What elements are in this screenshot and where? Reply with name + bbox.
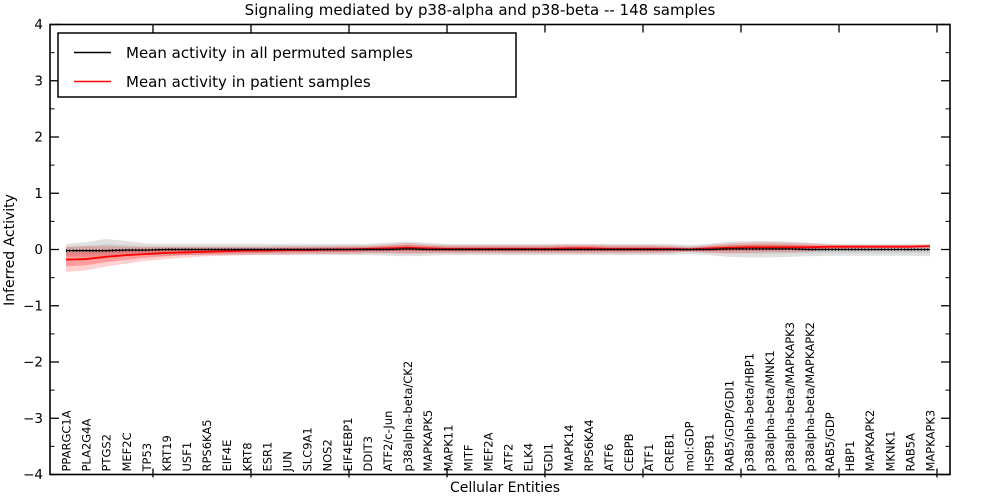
- x-category-label: PTGS2: [100, 434, 114, 472]
- y-tick-label: −1: [23, 298, 43, 314]
- x-category-label: p38alpha-beta/MNK1: [763, 350, 777, 471]
- y-tick-label: 4: [34, 17, 43, 33]
- y-tick-label: 1: [34, 186, 43, 202]
- x-category-label: mol:GDP: [682, 421, 696, 471]
- x-category-label: USF1: [180, 442, 194, 472]
- x-category-label: MAPKAPK5: [421, 410, 435, 472]
- y-tick-label: −4: [23, 467, 43, 483]
- chart-title: Signaling mediated by p38-alpha and p38-…: [245, 1, 716, 19]
- x-category-label: RAB5/GDP: [823, 412, 837, 471]
- y-tick-label: −3: [23, 411, 43, 427]
- x-category-label: KRT8: [240, 442, 254, 471]
- x-category-label: ATF1: [642, 444, 656, 472]
- x-category-label: JUN: [281, 451, 295, 472]
- x-category-label: RAB5A: [903, 433, 917, 472]
- y-tick-label: −2: [23, 355, 43, 371]
- x-category-label: p38alpha-beta/MAPKAPK2: [803, 322, 817, 472]
- y-tick-label: 0: [34, 242, 43, 258]
- x-category-label: ESR1: [260, 442, 274, 472]
- x-category-label: p38alpha-beta/HBP1: [743, 353, 757, 472]
- x-category-label: RPS6KA4: [582, 419, 596, 471]
- legend-label: Mean activity in patient samples: [126, 73, 371, 91]
- x-category-label: ELK4: [522, 443, 536, 472]
- permuted-mean-markers: [66, 247, 930, 252]
- x-category-label: RAB5/GDP/GDI1: [723, 380, 737, 472]
- x-category-label: SLC9A1: [301, 427, 315, 471]
- x-axis-label: Cellular Entities: [450, 480, 560, 496]
- y-tick-label: 3: [34, 73, 43, 89]
- x-category-label: MEF2C: [120, 432, 134, 471]
- x-category-label: p38alpha-beta/MAPKAPK3: [783, 322, 797, 472]
- x-category-label: EIF4E: [220, 440, 234, 472]
- x-category-label: CEBPB: [622, 433, 636, 471]
- x-category-label: KRT19: [160, 435, 174, 471]
- x-category-label: CREB1: [662, 433, 676, 472]
- x-category-label: NOS2: [321, 439, 335, 471]
- legend-label: Mean activity in all permuted samples: [126, 44, 413, 62]
- x-category-label: ATF6: [602, 444, 616, 472]
- x-category-label: PPARGC1A: [60, 410, 74, 471]
- y-axis-label: Inferred Activity: [2, 194, 18, 306]
- x-category-label: TP53: [140, 443, 154, 473]
- x-category-label: PLA2G4A: [80, 418, 94, 471]
- x-category-label: MAPKAPK2: [863, 410, 877, 472]
- x-category-label: GDI1: [542, 443, 556, 471]
- x-category-label: ATF2: [502, 444, 516, 472]
- x-category-label: DDIT3: [361, 436, 375, 471]
- x-category-label: ATF2/c-Jun: [381, 411, 395, 472]
- x-category-label: HBP1: [843, 441, 857, 472]
- x-category-label: MAPK11: [441, 425, 455, 472]
- x-category-label: MITF: [461, 445, 475, 472]
- x-category-label: MEF2A: [481, 432, 495, 471]
- legend-box: [57, 32, 517, 98]
- y-tick-label: 2: [34, 130, 43, 146]
- x-category-label: EIF4EBP1: [341, 418, 355, 472]
- x-category-label: MAPK14: [562, 425, 576, 472]
- x-category-label: HSPB1: [702, 433, 716, 471]
- x-category-label: RPS6KA5: [200, 419, 214, 471]
- x-category-label: MAPKAPK3: [924, 410, 938, 472]
- x-category-label: p38alpha-beta/CK2: [401, 361, 415, 472]
- x-category-label: MKNK1: [883, 431, 897, 472]
